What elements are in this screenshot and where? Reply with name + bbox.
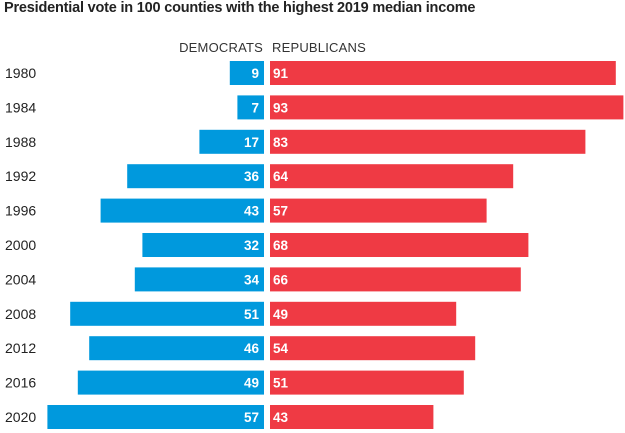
- bars-group: 1980 9 91 1984 7 93 1988 17 83 1992 36 64 1996 43 57 20…: [5, 61, 624, 429]
- legend-democrats: DEMOCRATS: [179, 40, 263, 55]
- value-label-democrats: 51: [244, 307, 260, 322]
- value-label-republicans: 49: [273, 307, 288, 322]
- year-label: 2004: [5, 271, 36, 287]
- bar-democrats: [100, 198, 264, 223]
- bar-democrats: [134, 267, 264, 292]
- bar-republicans: [270, 129, 586, 154]
- bar-republicans: [270, 61, 616, 85]
- bar-democrats: [70, 301, 264, 326]
- bar-democrats: [47, 405, 265, 429]
- year-label: 1984: [5, 99, 36, 115]
- bar-republicans: [270, 301, 457, 326]
- value-label-democrats: 43: [244, 204, 260, 219]
- value-label-republicans: 43: [273, 410, 289, 425]
- bar-democrats: [229, 61, 264, 85]
- value-label-republicans: 68: [273, 238, 289, 253]
- year-label: 2020: [5, 409, 36, 425]
- bar-democrats: [199, 129, 264, 154]
- value-label-democrats: 17: [244, 135, 259, 150]
- bar-republicans: [270, 95, 624, 120]
- bar-republicans: [270, 336, 476, 361]
- value-label-democrats: 57: [244, 410, 259, 425]
- value-label-democrats: 9: [251, 66, 259, 81]
- bar-democrats: [237, 95, 264, 120]
- bar-republicans: [270, 370, 464, 395]
- year-label: 2012: [5, 340, 36, 356]
- value-label-republicans: 83: [273, 135, 289, 150]
- value-label-democrats: 36: [244, 169, 260, 184]
- value-label-democrats: 32: [244, 238, 259, 253]
- bar-democrats: [89, 336, 264, 361]
- year-label: 2016: [5, 375, 36, 391]
- value-label-republicans: 93: [273, 100, 289, 115]
- value-label-republicans: 64: [273, 169, 289, 184]
- bar-republicans: [270, 198, 487, 223]
- value-label-democrats: 34: [244, 272, 260, 287]
- value-label-democrats: 49: [244, 376, 259, 391]
- bar-democrats: [127, 164, 264, 189]
- year-label: 1992: [5, 168, 36, 184]
- bar-democrats: [77, 370, 264, 395]
- bar-republicans: [270, 267, 521, 292]
- year-label: 1980: [5, 65, 36, 81]
- value-label-republicans: 91: [273, 66, 289, 81]
- year-label: 2008: [5, 306, 36, 322]
- value-label-republicans: 57: [273, 204, 288, 219]
- value-label-republicans: 66: [273, 272, 289, 287]
- year-label: 2000: [5, 237, 36, 253]
- bar-republicans: [270, 405, 434, 429]
- bar-democrats: [142, 233, 264, 257]
- legend-republicans: REPUBLICANS: [272, 40, 366, 55]
- bar-republicans: [270, 233, 529, 257]
- value-label-democrats: 7: [251, 100, 259, 115]
- year-label: 1988: [5, 134, 36, 150]
- value-label-republicans: 54: [273, 341, 289, 356]
- value-label-republicans: 51: [273, 376, 289, 391]
- bar-republicans: [270, 164, 514, 189]
- chart-title: Presidential vote in 100 counties with t…: [4, 0, 476, 16]
- value-label-democrats: 46: [244, 341, 260, 356]
- year-label: 1996: [5, 203, 36, 219]
